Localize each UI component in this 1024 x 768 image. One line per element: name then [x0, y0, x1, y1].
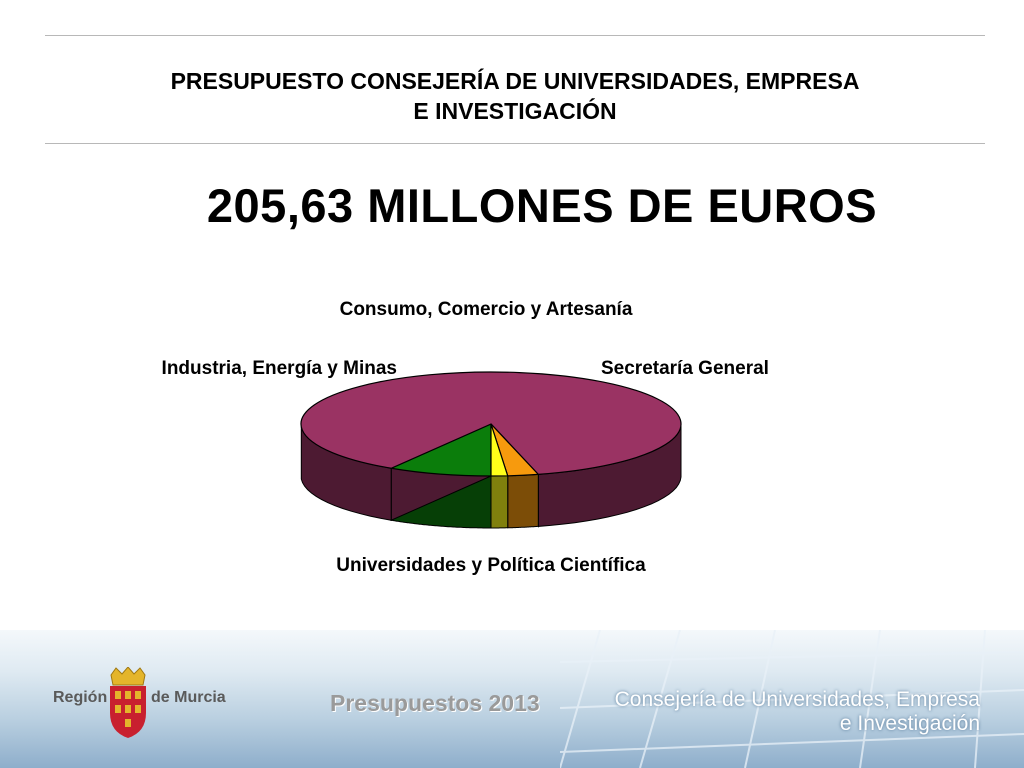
pie-label-3: Consumo, Comercio y Artesanía — [340, 299, 633, 320]
pie-slice-wall-2-0 — [507, 473, 539, 529]
solar-panel-decoration — [560, 630, 1024, 768]
slide-title-line-1: PRESUPUESTO CONSEJERÍA DE UNIVERSIDADES,… — [170, 68, 860, 94]
budget-pie-chart: Secretaría General Universidades y Políti… — [162, 299, 769, 576]
department-name-line-1: Consejería de Universidades, Empresa — [614, 688, 980, 711]
pie-label-0: Secretaría General — [601, 358, 769, 379]
department-name: Consejería de Universidades, Empresa e I… — [615, 688, 980, 736]
slide-title: PRESUPUESTO CONSEJERÍA DE UNIVERSIDADES,… — [45, 66, 985, 126]
pie-slice-wall-3-0 — [490, 475, 509, 529]
budget-total-headline: 205,63 MILLONES DE EUROS — [206, 179, 878, 232]
budget-year-label: Presupuestos 2013 — [330, 690, 540, 716]
pie-slice-0 — [389, 423, 492, 477]
top-divider — [45, 35, 985, 36]
pie-label-1: Universidades y Política Científica — [336, 555, 646, 576]
pie-slice-3 — [490, 423, 509, 477]
pie-label-2: Industria, Energía y Minas — [162, 358, 397, 379]
footer-banner: Región de Murcia Presupuestos 2013 Conse… — [0, 630, 1024, 768]
region-label-suffix: de Murcia — [151, 689, 226, 706]
region-crest-icon — [110, 667, 146, 738]
slide-title-line-2: E INVESTIGACIÓN — [413, 98, 617, 124]
region-label: Región — [53, 689, 108, 706]
department-name-line-2: e Investigación — [839, 712, 980, 735]
bottom-divider — [45, 143, 985, 144]
pie-slice-1 — [300, 371, 682, 475]
